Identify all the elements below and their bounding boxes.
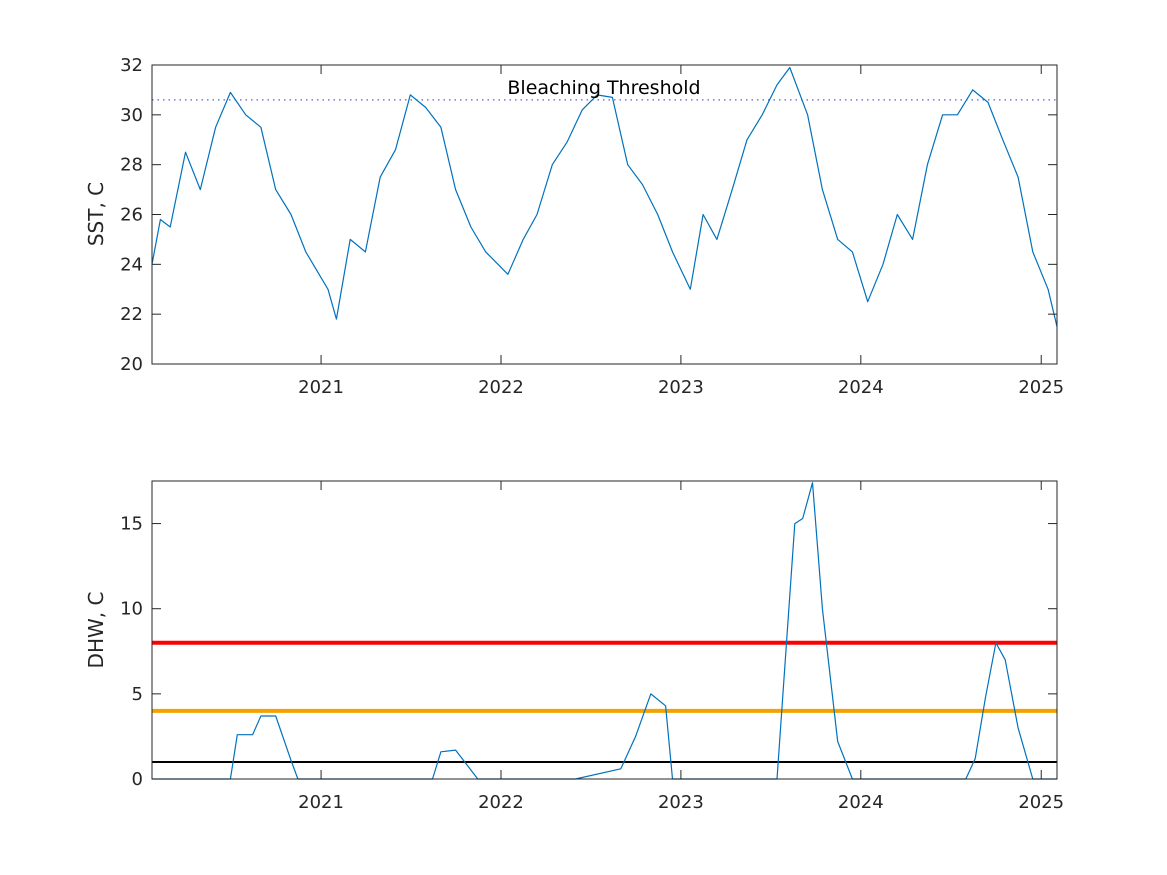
dhw-x-tick-label: 2024 [838,792,884,813]
dhw-y-tick-label: 5 [132,684,143,705]
sst-series-line [151,66,1058,327]
bleaching-threshold-label: Bleaching Threshold [507,77,700,99]
dhw-y-tick-label: 10 [120,599,143,620]
dhw-ticks-layer: 2021 2022 2023 2024 2025 0 5 10 15 [120,481,1064,813]
sst-x-tick-label: 2025 [1018,377,1064,398]
sst-y-tick-label: 30 [120,105,143,126]
sst-y-tick-label: 28 [120,155,143,176]
sst-y-tick-label: 24 [120,254,143,275]
sst-x-tick-label: 2022 [478,377,524,398]
dhw-reference-lines-layer [152,640,1057,763]
sst-x-tick-label: 2024 [838,377,884,398]
dhw-y-axis-label: DHW, C [84,592,108,669]
sst-y-axis-label: SST, C [84,182,108,246]
sst-x-tick-label: 2023 [658,377,704,398]
dhw-x-tick-label: 2022 [478,792,524,813]
sst-y-tick-label: 22 [120,304,143,325]
dhw-y-tick-label: 15 [120,514,143,535]
sst-x-tick-label: 2021 [298,377,344,398]
sst-y-tick-label: 32 [120,55,143,76]
sst-series-layer [151,66,1058,327]
sst-y-tick-label: 20 [120,354,143,375]
dhw-x-tick-label: 2023 [658,792,704,813]
sst-y-tick-label: 26 [120,205,143,226]
dhw-x-tick-label: 2021 [298,792,344,813]
dhw-plot-area [152,481,1057,779]
dhw-series-line [152,482,1057,780]
sst-plot-area [152,65,1057,364]
dhw-series-layer [152,482,1057,780]
dhw-y-tick-label: 0 [132,769,143,790]
dhw-x-tick-label: 2025 [1018,792,1064,813]
dhw-axes: 2021 2022 2023 2024 2025 0 5 10 15 DHW, C [84,480,1064,813]
dhw-axes-box [151,480,1058,780]
